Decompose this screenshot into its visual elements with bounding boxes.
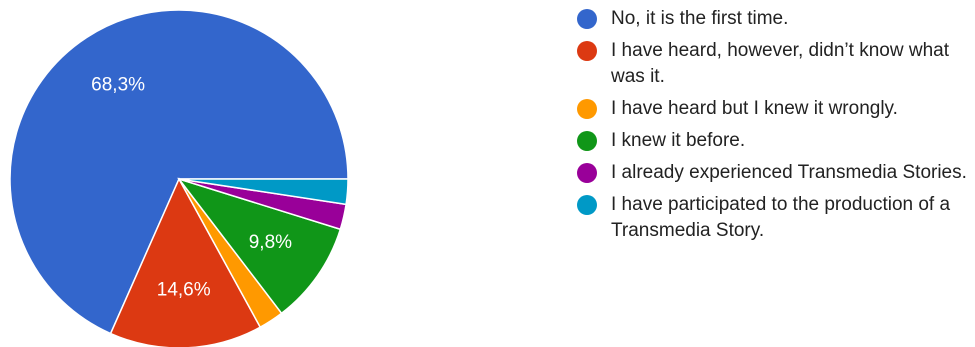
legend-label: I have heard, however, didn’t know what … [611,40,949,87]
legend-item-5[interactable]: I have participated to the production of… [577,192,973,244]
pie-slice-3[interactable] [176,177,342,315]
legend-label: I have participated to the production of… [611,194,951,241]
pie-slice-1[interactable] [109,177,262,347]
legend-item-4[interactable]: I already experienced Transmedia Stories… [577,160,973,186]
legend-swatch-icon [577,99,597,119]
pie-plot: 68,3% 14,6% 9,8% [9,9,349,347]
legend-label: No, it is the first time. [611,8,789,29]
legend-item-3[interactable]: I knew it before. [577,128,973,154]
legend-swatch-icon [577,41,597,61]
legend-label: I already experienced Transmedia Stories… [611,162,967,183]
legend-label: I have heard but I knew it wrongly. [611,98,898,119]
slice-label-1: 14,6% [157,279,211,300]
legend-swatch-icon [577,131,597,151]
legend-swatch-icon [577,163,597,183]
legend-item-2[interactable]: I have heard but I knew it wrongly. [577,96,973,122]
pie-slice-5[interactable] [178,178,349,206]
legend-label: I knew it before. [611,130,746,151]
pie-slice-0[interactable] [9,9,349,335]
legend-item-0[interactable]: No, it is the first time. [577,6,973,32]
slice-label-0: 68,3% [91,75,145,96]
legend-swatch-icon [577,9,597,29]
legend: No, it is the first time. I have heard, h… [577,6,973,250]
legend-swatch-icon [577,195,597,215]
slice-label-3: 9,8% [249,232,292,253]
legend-item-1[interactable]: I have heard, however, didn’t know what … [577,38,973,90]
